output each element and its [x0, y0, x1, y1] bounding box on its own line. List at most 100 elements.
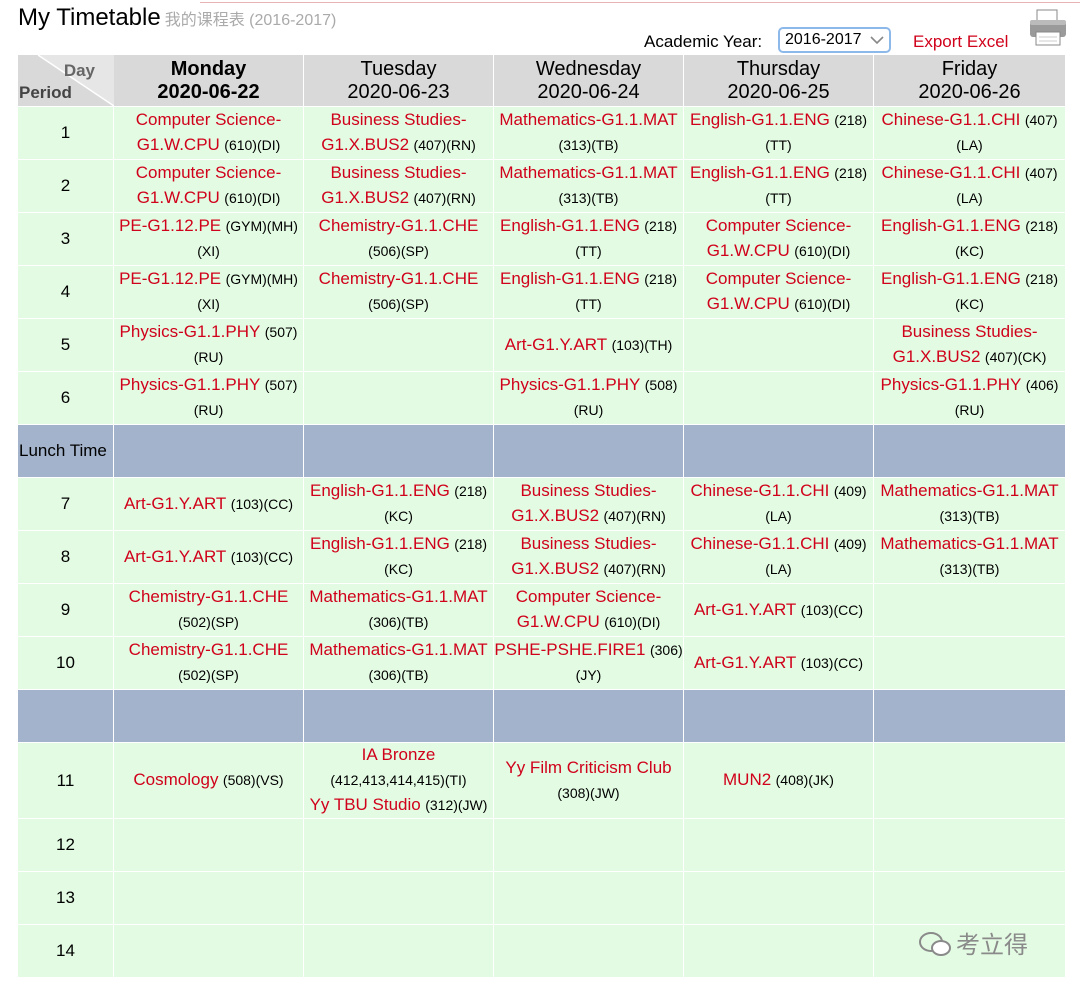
period-label: 7	[60, 494, 71, 513]
lesson-cell	[873, 424, 1066, 478]
lesson-cell: Business Studies-G1.X.BUS2 (407)(RN)	[303, 159, 494, 213]
lesson-cell: Business Studies-G1.X.BUS2 (407)(RN)	[493, 477, 684, 531]
lesson-cell	[683, 818, 874, 872]
course-name: Computer Science-G1.W.CPU	[705, 216, 852, 260]
lesson-cell	[303, 371, 494, 425]
lesson-cell	[113, 924, 304, 978]
lesson: IA Bronze (412,413,414,415)(TI)	[304, 743, 493, 793]
lesson: Computer Science-G1.W.CPU (610)(DI)	[684, 267, 873, 317]
lesson: Yy Film Criticism Club (308)(JW)	[494, 756, 683, 806]
period-row: 7 Art-G1.Y.ART (103)(CC) English-G1.1.ENG …	[17, 477, 1066, 531]
page-title: My Timetable	[18, 4, 161, 31]
course-name: Art-G1.Y.ART	[693, 652, 797, 672]
lesson-cell	[493, 689, 684, 743]
lesson: Mathematics-G1.1.MAT (313)(TB)	[874, 479, 1065, 529]
lesson: Mathematics-G1.1.MAT (313)(TB)	[494, 108, 683, 158]
room-teacher: (407)(CK)	[984, 349, 1047, 365]
lesson: Chinese-G1.1.CHI (409)(LA)	[684, 479, 873, 529]
lesson-cell	[683, 318, 874, 372]
lesson-cell: Computer Science-G1.W.CPU (610)(DI)	[683, 212, 874, 266]
lesson: English-G1.1.ENG (218)(KC)	[304, 532, 493, 582]
lesson-cell	[683, 871, 874, 925]
course-name: English-G1.1.ENG	[881, 269, 1021, 288]
course-name: Chemistry-G1.1.CHE	[318, 216, 479, 235]
room-teacher: (313)(TB)	[939, 508, 1000, 524]
lesson-cell: English-G1.1.ENG (218)(KC)	[303, 530, 494, 584]
lesson: Physics-G1.1.PHY (507)(RU)	[114, 320, 303, 370]
period-row: 4 PE-G1.12.PE (GYM)(MH)(XI) Chemistry-G1.1…	[17, 265, 1066, 319]
period-cell: 12	[17, 818, 114, 872]
wechat-icon	[919, 932, 951, 956]
period-cell: 2	[17, 159, 114, 213]
course-name: Mathematics-G1.1.MAT	[499, 110, 678, 129]
lesson: Chemistry-G1.1.CHE (506)(SP)	[304, 214, 493, 264]
period-label: 3	[60, 229, 71, 248]
lesson-cell	[303, 924, 494, 978]
room-teacher: (508)(RU)	[573, 377, 678, 418]
lesson: Chemistry-G1.1.CHE (502)(SP)	[114, 638, 303, 688]
course-name: Mathematics-G1.1.MAT	[880, 534, 1059, 553]
room-teacher: (508)(VS)	[222, 772, 284, 788]
year-select[interactable]: 2016-2017	[778, 27, 891, 53]
lesson-cell: Art-G1.Y.ART (103)(TH)	[493, 318, 684, 372]
course-name: Chinese-G1.1.CHI	[881, 110, 1021, 129]
lesson-cell	[113, 818, 304, 872]
period-cell: 4	[17, 265, 114, 319]
period-row: 2 Computer Science-G1.W.CPU (610)(DI) Busi…	[17, 159, 1066, 213]
lesson-cell	[113, 871, 304, 925]
room-teacher: (312)(JW)	[425, 797, 488, 813]
lesson: Computer Science-G1.W.CPU (610)(DI)	[494, 585, 683, 635]
lesson-cell: Mathematics-G1.1.MAT (313)(TB)	[873, 477, 1066, 531]
lesson-cell: Business Studies-G1.X.BUS2 (407)(RN)	[303, 106, 494, 160]
lesson-cell: English-G1.1.ENG (218)(KC)	[873, 265, 1066, 319]
lesson: English-G1.1.ENG (218)(KC)	[304, 479, 493, 529]
break-row: Lunch Time	[17, 424, 1066, 478]
lesson: Business Studies-G1.X.BUS2 (407)(RN)	[304, 108, 493, 158]
room-teacher: (502)(SP)	[178, 667, 239, 683]
course-name: Physics-G1.1.PHY	[119, 322, 261, 341]
course-name: Computer Science-G1.W.CPU	[135, 110, 282, 154]
course-name: English-G1.1.ENG	[690, 110, 830, 129]
lesson: Chinese-G1.1.CHI (407)(LA)	[874, 108, 1065, 158]
room-teacher: (218)(TT)	[575, 218, 677, 259]
room-teacher: (406)(RU)	[954, 377, 1059, 418]
period-row: 11 Cosmology (508)(VS) IA Bronze (412,413,…	[17, 742, 1066, 819]
course-name: Chinese-G1.1.CHI	[690, 481, 830, 500]
course-name: Business Studies-G1.X.BUS2	[321, 110, 467, 154]
course-name: Business Studies-G1.X.BUS2	[321, 163, 467, 207]
lesson: English-G1.1.ENG (218)(TT)	[684, 161, 873, 211]
print-button[interactable]	[1028, 8, 1068, 48]
corner-period: Period	[19, 83, 72, 102]
course-name: IA Bronze	[361, 745, 436, 764]
lesson-cell: Computer Science-G1.W.CPU (610)(DI)	[113, 159, 304, 213]
period-cell: 7	[17, 477, 114, 531]
year-label: Academic Year:	[644, 32, 763, 51]
day-header: Friday 2020-06-26	[873, 54, 1066, 107]
lesson: Chinese-G1.1.CHI (409)(LA)	[684, 532, 873, 582]
period-row: 3 PE-G1.12.PE (GYM)(MH)(XI) Chemistry-G1.1…	[17, 212, 1066, 266]
lesson-cell: Computer Science-G1.W.CPU (610)(DI)	[493, 583, 684, 637]
day-header: Wednesday 2020-06-24	[493, 54, 684, 107]
lesson-cell	[493, 924, 684, 978]
lesson-cell: MUN2 (408)(JK)	[683, 742, 874, 819]
lesson-cell: Chinese-G1.1.CHI (407)(LA)	[873, 106, 1066, 160]
room-teacher: (409)(LA)	[765, 483, 867, 524]
lesson-cell	[873, 818, 1066, 872]
period-row: 10 Chemistry-G1.1.CHE (502)(SP) Mathematic…	[17, 636, 1066, 690]
course-name: Art-G1.Y.ART	[123, 546, 227, 566]
course-name: Art-G1.Y.ART	[693, 599, 797, 619]
period-cell: 1	[17, 106, 114, 160]
room-teacher: (407)(RN)	[603, 561, 666, 577]
room-teacher: (502)(SP)	[178, 614, 239, 630]
room-teacher: (313)(TB)	[939, 561, 1000, 577]
day-header: Tuesday 2020-06-23	[303, 54, 494, 107]
top-rule	[200, 2, 1080, 3]
course-name: Yy Film Criticism Club	[505, 757, 672, 777]
header-row: Day Period Monday 2020-06-22 Tuesday 2020-0…	[17, 54, 1066, 107]
period-cell: 6	[17, 371, 114, 425]
period-label: 1	[60, 123, 71, 142]
lesson: Mathematics-G1.1.MAT (306)(TB)	[304, 638, 493, 688]
period-cell: 9	[17, 583, 114, 637]
export-link[interactable]: Export Excel	[913, 32, 1009, 51]
day-date: 2020-06-22	[157, 80, 260, 103]
